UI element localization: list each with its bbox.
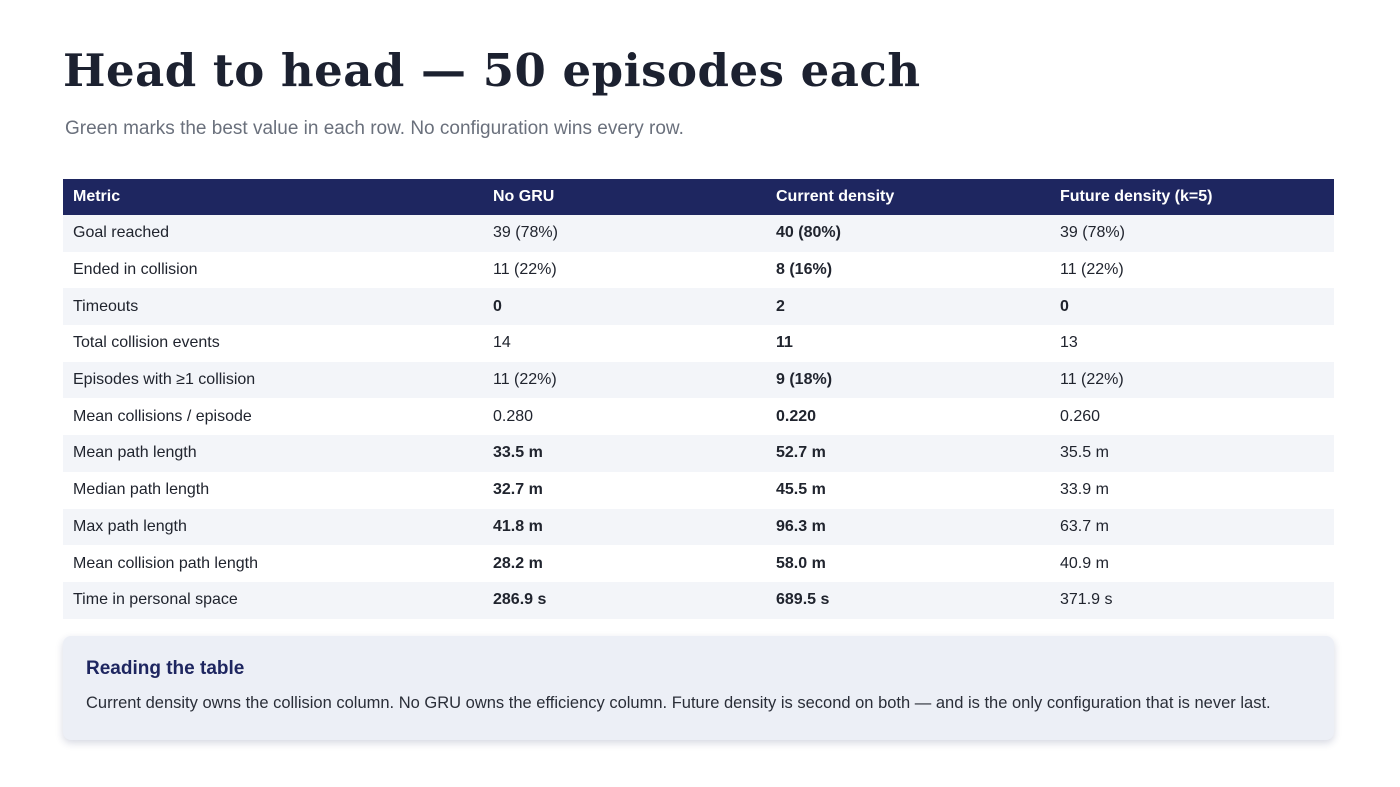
- metric-cell: Median path length: [63, 471, 483, 509]
- metric-cell: Mean collision path length: [63, 545, 483, 582]
- value-cell: 0: [1050, 288, 1334, 326]
- value-cell: 28.2 m: [483, 545, 766, 582]
- value-cell: 8 (16%): [766, 251, 1050, 289]
- page-subtitle: Green marks the best value in each row. …: [65, 118, 684, 139]
- table-row: Ended in collision 11 (22%) 8 (16%) 11 (…: [63, 251, 1334, 289]
- value-cell: 0.260: [1050, 398, 1334, 436]
- value-cell: 2: [766, 288, 1050, 326]
- metric-cell: Ended in collision: [63, 251, 483, 289]
- metric-cell: Episodes with ≥1 collision: [63, 361, 483, 399]
- table-row: Mean collision path length 28.2 m 58.0 m…: [63, 545, 1334, 582]
- page-title: Head to head — 50 episodes each: [63, 44, 921, 97]
- table-row: Goal reached 39 (78%) 40 (80%) 39 (78%): [63, 215, 1334, 252]
- metric-cell: Timeouts: [63, 288, 483, 326]
- value-cell: 13: [1050, 325, 1334, 362]
- value-cell: 40 (80%): [766, 215, 1050, 252]
- table-row: Timeouts 0 2 0: [63, 288, 1334, 326]
- metric-cell: Mean path length: [63, 435, 483, 472]
- value-cell: 39 (78%): [483, 215, 766, 252]
- value-cell: 45.5 m: [766, 471, 1050, 509]
- results-table: Metric No GRU Current density Future den…: [63, 179, 1334, 619]
- value-cell: 33.5 m: [483, 435, 766, 472]
- value-cell: 96.3 m: [766, 508, 1050, 546]
- metric-cell: Goal reached: [63, 215, 483, 252]
- value-cell: 11 (22%): [483, 251, 766, 289]
- value-cell: 11 (22%): [1050, 251, 1334, 289]
- note-title: Reading the table: [86, 658, 245, 679]
- reading-note-card: Reading the table Current density owns t…: [63, 636, 1334, 740]
- value-cell: 11 (22%): [483, 361, 766, 399]
- value-cell: 11: [766, 325, 1050, 362]
- table-row: Median path length 32.7 m 45.5 m 33.9 m: [63, 471, 1334, 509]
- table-row: Mean collisions / episode 0.280 0.220 0.…: [63, 398, 1334, 436]
- header-no-gru: No GRU: [483, 179, 766, 215]
- value-cell: 286.9 s: [483, 581, 766, 619]
- table-row: Total collision events 14 11 13: [63, 325, 1334, 362]
- value-cell: 371.9 s: [1050, 581, 1334, 619]
- table-row: Max path length 41.8 m 96.3 m 63.7 m: [63, 508, 1334, 546]
- table-header: Metric No GRU Current density Future den…: [63, 179, 1334, 215]
- value-cell: 41.8 m: [483, 508, 766, 546]
- value-cell: 40.9 m: [1050, 545, 1334, 582]
- metric-cell: Max path length: [63, 508, 483, 546]
- header-future-density: Future density (k=5): [1050, 179, 1334, 215]
- value-cell: 32.7 m: [483, 471, 766, 509]
- table-row: Episodes with ≥1 collision 11 (22%) 9 (1…: [63, 361, 1334, 399]
- header-current-density: Current density: [766, 179, 1050, 215]
- metric-cell: Total collision events: [63, 325, 483, 362]
- header-metric: Metric: [63, 179, 483, 215]
- value-cell: 0: [483, 288, 766, 326]
- value-cell: 35.5 m: [1050, 435, 1334, 472]
- value-cell: 9 (18%): [766, 361, 1050, 399]
- table-row: Mean path length 33.5 m 52.7 m 35.5 m: [63, 435, 1334, 472]
- value-cell: 39 (78%): [1050, 215, 1334, 252]
- table-row: Time in personal space 286.9 s 689.5 s 3…: [63, 581, 1334, 619]
- value-cell: 11 (22%): [1050, 361, 1334, 399]
- value-cell: 0.220: [766, 398, 1050, 436]
- value-cell: 0.280: [483, 398, 766, 436]
- value-cell: 58.0 m: [766, 545, 1050, 582]
- metric-cell: Mean collisions / episode: [63, 398, 483, 436]
- table-body: Goal reached 39 (78%) 40 (80%) 39 (78%) …: [63, 215, 1334, 619]
- value-cell: 14: [483, 325, 766, 362]
- value-cell: 63.7 m: [1050, 508, 1334, 546]
- metric-cell: Time in personal space: [63, 581, 483, 619]
- value-cell: 33.9 m: [1050, 471, 1334, 509]
- value-cell: 689.5 s: [766, 581, 1050, 619]
- value-cell: 52.7 m: [766, 435, 1050, 472]
- note-body: Current density owns the collision colum…: [86, 694, 1271, 712]
- header-row: Metric No GRU Current density Future den…: [63, 179, 1334, 215]
